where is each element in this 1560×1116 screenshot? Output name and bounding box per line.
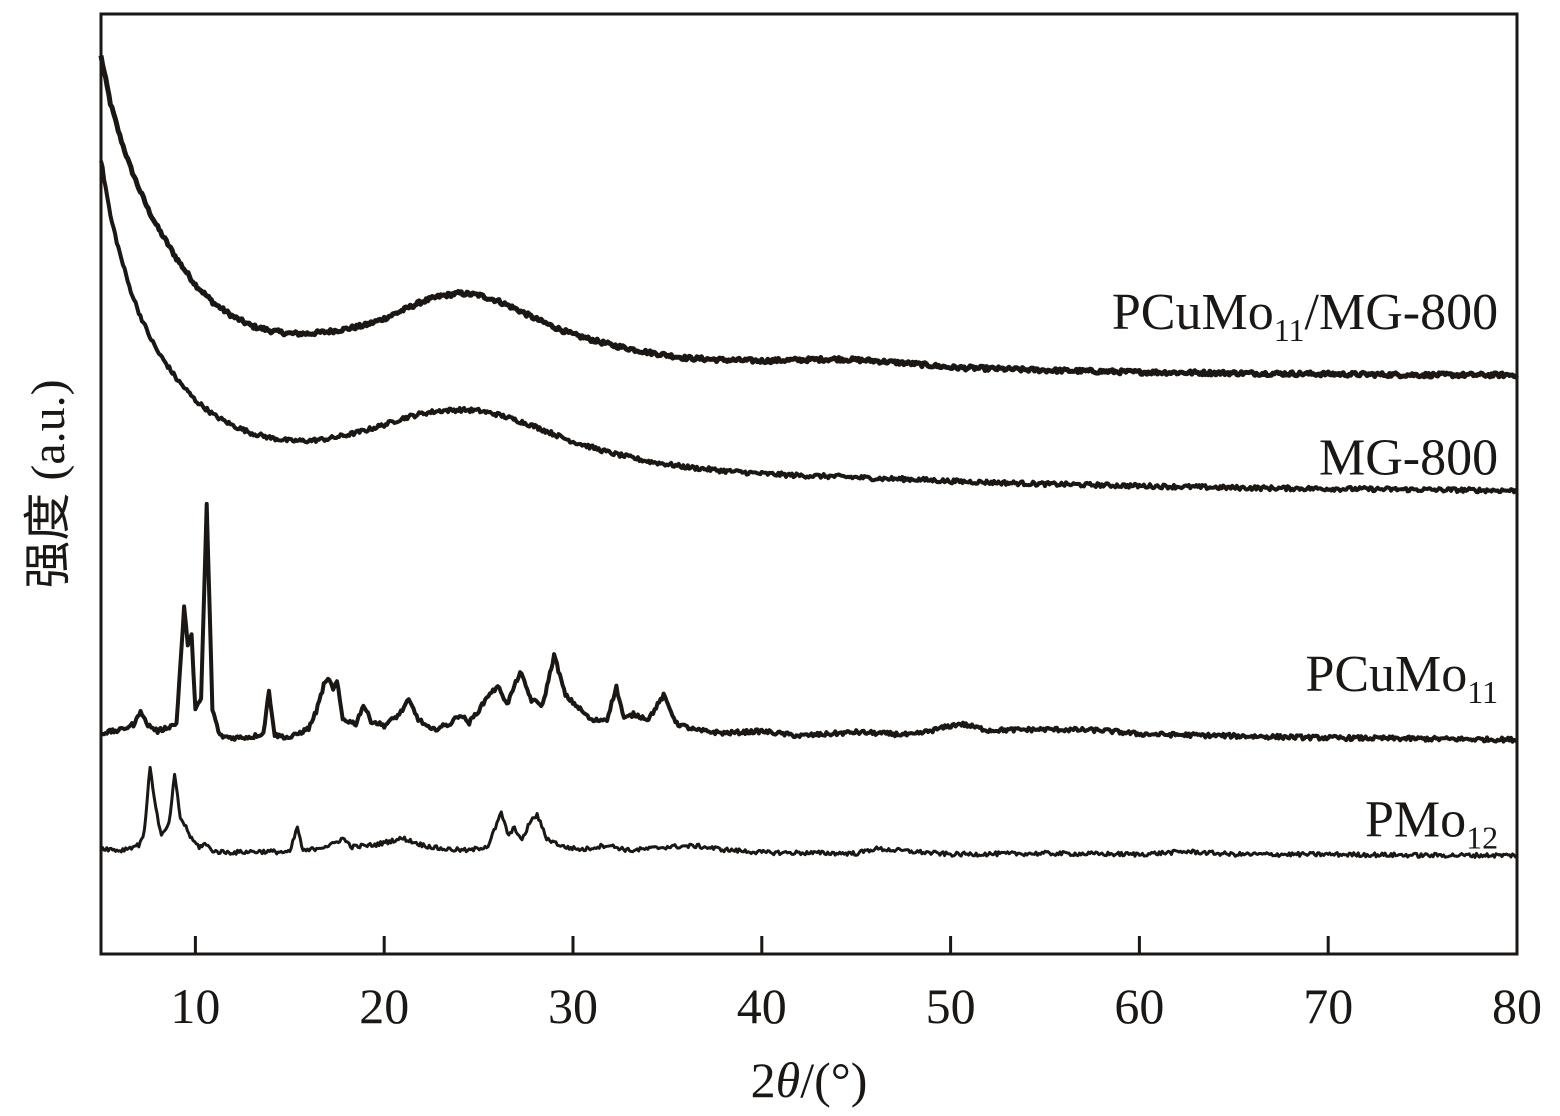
x-tick-label-70: 70	[1303, 978, 1353, 1034]
series-label-1: MG-800	[1319, 430, 1498, 487]
x-tick-label-50: 50	[926, 978, 976, 1034]
x-tick-label-30: 30	[548, 978, 598, 1034]
x-tick-label-80: 80	[1492, 978, 1542, 1034]
series-label-2: PCuMo11	[1305, 646, 1498, 710]
x-tick-label-60: 60	[1114, 978, 1164, 1034]
series-labels: PCuMo11/MG-800 MG-800 PCuMo11 PMo12	[1112, 284, 1498, 856]
series-line-3	[100, 765, 1519, 859]
plot-frame	[99, 12, 1519, 956]
series-layer	[98, 55, 1519, 859]
series-line-0	[98, 55, 1519, 380]
series-line-2	[100, 501, 1519, 744]
x-axis-title: 2θ/(°)	[751, 1052, 868, 1108]
x-axis: 10 20 30 40 50 60 70 80	[170, 936, 1542, 1034]
x-tick-label-20: 20	[359, 978, 409, 1034]
x-tick-label-40: 40	[737, 978, 787, 1034]
x-tick-label-10: 10	[170, 978, 220, 1034]
series-line-1	[99, 160, 1518, 495]
y-axis-title: 强度 (a.u.)	[22, 379, 75, 588]
series-label-3: PMo12	[1365, 792, 1498, 856]
series-label-0: PCuMo11/MG-800	[1112, 284, 1498, 348]
